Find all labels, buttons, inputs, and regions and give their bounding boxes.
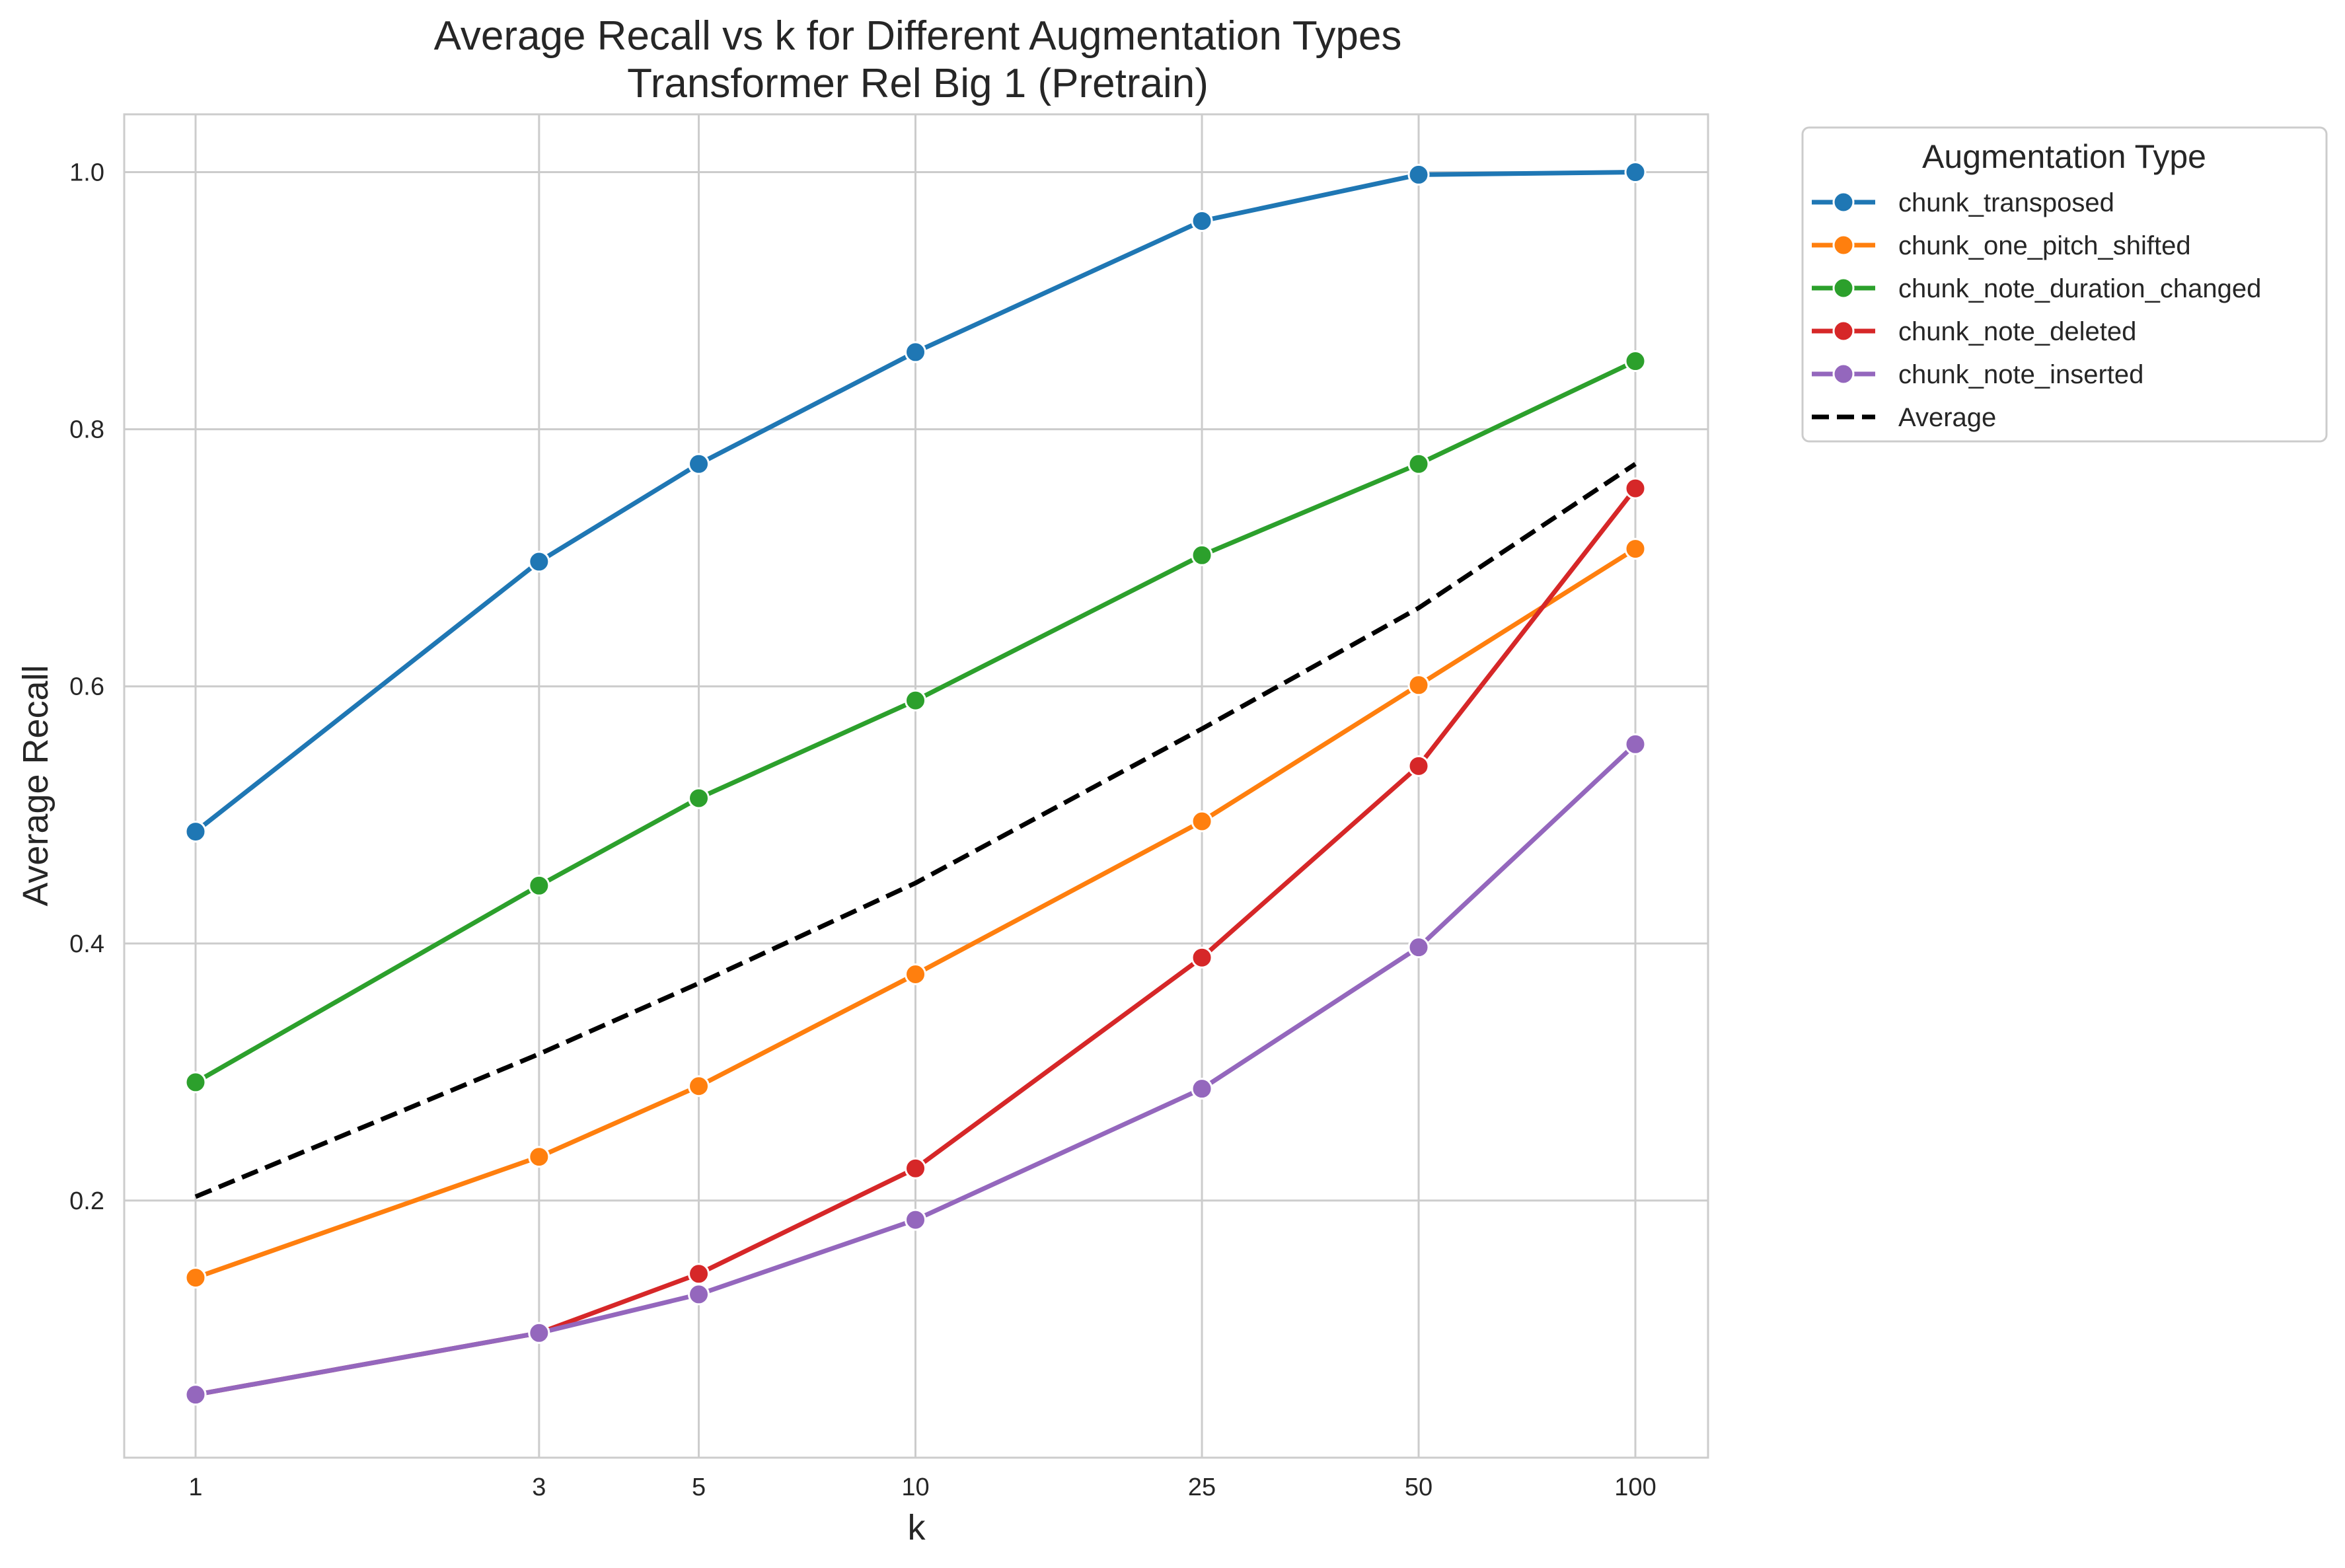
legend-marker [1832,277,1855,299]
point-chunk-transposed-k3 [528,550,550,573]
legend-title: Augmentation Type [1922,138,2206,175]
legend-entry-chunk-note-inserted: chunk_note_inserted [1812,360,2143,389]
x-tick-label-1: 1 [188,1474,202,1501]
point-chunk-transposed-k50 [1407,163,1430,186]
y-tick-label-0.4: 0.4 [69,930,104,958]
point-chunk-note-duration-changed-k1 [184,1071,207,1094]
legend-label: chunk_note_deleted [1898,317,2136,346]
point-chunk-note-inserted-k5 [688,1283,710,1306]
point-chunk-one-pitch-shifted-k5 [688,1075,710,1098]
legend-label: chunk_note_duration_changed [1898,274,2261,303]
y-axis-label: Average Recall [16,665,56,906]
x-tick-label-100: 100 [1614,1474,1656,1501]
x-tick-label-10: 10 [901,1474,929,1501]
point-chunk-note-duration-changed-k3 [528,874,550,897]
point-chunk-transposed-k5 [688,453,710,475]
point-chunk-one-pitch-shifted-k1 [184,1267,207,1289]
point-chunk-one-pitch-shifted-k50 [1407,674,1430,696]
y-tick-label-0.8: 0.8 [69,416,104,444]
x-axis-ticks: 1 3 5 10 25 50 100 [188,1474,1656,1501]
point-chunk-one-pitch-shifted-k3 [528,1146,550,1168]
legend-entry-chunk-transposed: chunk_transposed [1812,188,2114,217]
point-chunk-transposed-k100 [1624,161,1647,184]
legend-marker [1832,320,1855,342]
legend-entry-chunk-note-duration-changed: chunk_note_duration_changed [1812,274,2261,303]
point-chunk-one-pitch-shifted-k10 [905,963,926,986]
x-tick-label-3: 3 [532,1474,546,1501]
x-tick-label-50: 50 [1405,1474,1433,1501]
point-chunk-note-deleted-k5 [688,1263,710,1285]
legend-entry-average: Average [1812,403,1996,432]
point-chunk-note-duration-changed-k100 [1624,350,1647,373]
point-chunk-one-pitch-shifted-k25 [1191,810,1213,833]
x-axis-label: k [908,1508,926,1548]
point-chunk-note-inserted-k100 [1624,733,1647,755]
point-chunk-note-duration-changed-k50 [1407,453,1430,475]
legend-label: chunk_note_inserted [1898,360,2143,389]
series-line-average [194,462,1637,1199]
chart-title: Average Recall vs k for Different Augmen… [434,13,1402,59]
y-tick-label-0.2: 0.2 [69,1187,104,1215]
chart-subtitle: Transformer Rel Big 1 (Pretrain) [627,61,1209,106]
legend-entry-chunk-one-pitch-shifted: chunk_one_pitch_shifted [1812,231,2191,260]
legend: Augmentation Type chunk_transposedchunk_… [1801,126,2328,443]
legend-label: chunk_transposed [1898,188,2114,217]
point-chunk-note-duration-changed-k5 [688,787,710,809]
point-chunk-note-duration-changed-k10 [905,689,926,712]
point-chunk-transposed-k10 [905,341,926,363]
legend-entry-chunk-note-deleted: chunk_note_deleted [1812,317,2136,346]
plot-frame [123,113,1709,1459]
point-chunk-transposed-k1 [184,821,207,843]
point-chunk-note-inserted-k1 [184,1384,207,1406]
y-tick-label-0.6: 0.6 [69,673,104,701]
legend-box [1801,126,2328,443]
point-chunk-note-inserted-k10 [905,1209,926,1231]
legend-marker [1832,234,1855,256]
legend-marker [1832,363,1855,385]
series-markers [184,161,1647,1406]
grid [124,114,1708,1458]
point-chunk-note-deleted-k10 [905,1157,926,1179]
y-tick-label-1.0: 1.0 [69,159,104,187]
legend-entries: chunk_transposed chunk_one_pitch_shiftedc… [1812,188,2261,432]
y-axis-ticks: 0.2 0.4 0.6 0.8 1.0 [69,159,104,1215]
x-tick-label-25: 25 [1188,1474,1216,1501]
x-tick-label-5: 5 [692,1474,706,1501]
point-chunk-note-inserted-k25 [1191,1078,1213,1100]
point-chunk-transposed-k25 [1191,209,1213,232]
point-chunk-one-pitch-shifted-k100 [1624,538,1647,560]
point-chunk-note-inserted-k50 [1407,936,1430,959]
legend-label: Average [1898,403,1996,432]
point-chunk-note-deleted-k50 [1407,755,1430,777]
point-chunk-note-duration-changed-k25 [1191,544,1213,566]
legend-marker [1832,191,1855,213]
legend-label: chunk_one_pitch_shifted [1898,231,2191,260]
point-chunk-note-deleted-k25 [1191,946,1213,969]
point-chunk-note-inserted-k3 [528,1322,550,1344]
point-chunk-note-deleted-k100 [1624,477,1647,500]
